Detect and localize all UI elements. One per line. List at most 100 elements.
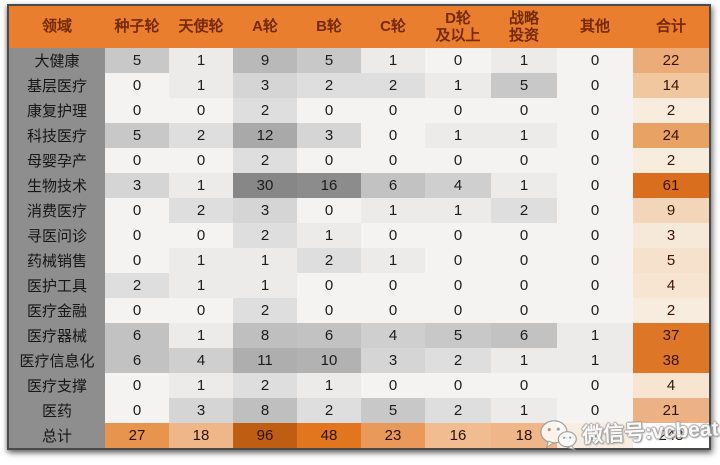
row-total-cell: 2 xyxy=(633,298,709,323)
value-cell: 0 xyxy=(297,148,361,173)
table-row: 医疗器械 6 1 8 6 4 5 6 1 37 xyxy=(9,323,709,348)
table-row: 寻医问诊 0 0 2 1 0 0 0 0 3 xyxy=(9,223,709,248)
row-total-cell: 2 xyxy=(633,148,709,173)
column-header: 种子轮 xyxy=(105,6,169,48)
value-cell: 18 xyxy=(491,423,557,448)
value-cell: 0 xyxy=(105,298,169,323)
value-cell: 1 xyxy=(297,223,361,248)
value-cell: 1 xyxy=(491,48,557,73)
row-label: 医疗信息化 xyxy=(9,348,105,373)
value-cell: 5 xyxy=(425,323,491,348)
row-label: 母婴孕产 xyxy=(9,148,105,173)
value-cell: 0 xyxy=(105,98,169,123)
value-cell: 2 xyxy=(105,273,169,298)
row-label: 寻医问诊 xyxy=(9,223,105,248)
value-cell: 23 xyxy=(361,423,425,448)
column-header: 天使轮 xyxy=(169,6,233,48)
value-cell: 2 xyxy=(425,348,491,373)
funding-rounds-table: 领域 种子轮 天使轮 A轮 B轮 C轮 D轮 及以上 战略 投资 其他 合计 大健康 5 1 9 5 1 0 1… xyxy=(9,6,709,448)
value-cell: 0 xyxy=(105,373,169,398)
value-cell: 3 xyxy=(105,173,169,198)
value-cell: 0 xyxy=(297,273,361,298)
value-cell: 1 xyxy=(169,323,233,348)
row-total-cell: 38 xyxy=(633,348,709,373)
value-cell: 2 xyxy=(425,398,491,423)
table-row: 基层医疗 0 1 3 2 2 1 5 0 14 xyxy=(9,73,709,98)
value-cell: 0 xyxy=(557,148,633,173)
row-label: 康复护理 xyxy=(9,98,105,123)
value-cell: 1 xyxy=(557,323,633,348)
value-cell: 0 xyxy=(557,298,633,323)
value-cell: 9 xyxy=(233,48,297,73)
value-cell: 48 xyxy=(297,423,361,448)
value-cell: 6 xyxy=(105,323,169,348)
value-cell: 5 xyxy=(491,73,557,98)
funding-table-frame: 领域 种子轮 天使轮 A轮 B轮 C轮 D轮 及以上 战略 投资 其他 合计 大健康 5 1 9 5 1 0 1… xyxy=(7,4,711,450)
value-cell: 0 xyxy=(297,98,361,123)
grand-total-cell: 248 xyxy=(633,423,709,448)
value-cell: 0 xyxy=(425,223,491,248)
column-header: C轮 xyxy=(361,6,425,48)
row-total-cell: 14 xyxy=(633,73,709,98)
value-cell: 1 xyxy=(169,73,233,98)
value-cell: 3 xyxy=(297,123,361,148)
value-cell: 2 xyxy=(169,198,233,223)
row-total-cell: 24 xyxy=(633,123,709,148)
value-cell: 1 xyxy=(361,248,425,273)
table-row: 生物技术 3 1 30 16 6 4 1 0 61 xyxy=(9,173,709,198)
column-header: A轮 xyxy=(233,6,297,48)
value-cell: 2 xyxy=(233,148,297,173)
value-cell: 12 xyxy=(233,123,297,148)
value-cell: 18 xyxy=(169,423,233,448)
grand-total-row: 总计 27 18 96 48 23 16 18 2 248 xyxy=(9,423,709,448)
value-cell: 3 xyxy=(233,198,297,223)
table-body: 大健康 5 1 9 5 1 0 1 0 22 基层医疗 0 1 3 2 2 1 5 0 14 康复护理 0 0 2 0 0 0 0 0 2… xyxy=(9,48,709,448)
table-row: 科技医疗 5 2 12 3 0 1 1 0 24 xyxy=(9,123,709,148)
value-cell: 6 xyxy=(361,173,425,198)
value-cell: 96 xyxy=(233,423,297,448)
value-cell: 0 xyxy=(361,223,425,248)
column-header: B轮 xyxy=(297,6,361,48)
value-cell: 0 xyxy=(425,248,491,273)
value-cell: 2 xyxy=(557,423,633,448)
value-cell: 0 xyxy=(557,48,633,73)
value-cell: 6 xyxy=(105,348,169,373)
column-header: 战略 投资 xyxy=(491,6,557,48)
value-cell: 4 xyxy=(361,323,425,348)
table-row: 大健康 5 1 9 5 1 0 1 0 22 xyxy=(9,48,709,73)
value-cell: 0 xyxy=(297,298,361,323)
value-cell: 0 xyxy=(557,123,633,148)
value-cell: 0 xyxy=(425,298,491,323)
row-total-cell: 9 xyxy=(633,198,709,223)
value-cell: 0 xyxy=(425,98,491,123)
value-cell: 16 xyxy=(425,423,491,448)
value-cell: 0 xyxy=(361,123,425,148)
value-cell: 0 xyxy=(425,373,491,398)
value-cell: 0 xyxy=(557,98,633,123)
table-row: 医疗支撑 0 1 2 1 0 0 0 0 4 xyxy=(9,373,709,398)
value-cell: 3 xyxy=(361,348,425,373)
column-header: 合计 xyxy=(633,6,709,48)
row-total-cell: 37 xyxy=(633,323,709,348)
value-cell: 5 xyxy=(361,398,425,423)
value-cell: 0 xyxy=(297,198,361,223)
row-total-cell: 4 xyxy=(633,373,709,398)
row-total-cell: 21 xyxy=(633,398,709,423)
column-header: 其他 xyxy=(557,6,633,48)
value-cell: 0 xyxy=(105,248,169,273)
value-cell: 2 xyxy=(297,73,361,98)
value-cell: 0 xyxy=(425,48,491,73)
value-cell: 1 xyxy=(425,73,491,98)
value-cell: 30 xyxy=(233,173,297,198)
value-cell: 1 xyxy=(233,273,297,298)
value-cell: 1 xyxy=(169,273,233,298)
row-total-cell: 2 xyxy=(633,98,709,123)
value-cell: 6 xyxy=(297,323,361,348)
row-label: 医药 xyxy=(9,398,105,423)
value-cell: 2 xyxy=(297,398,361,423)
value-cell: 1 xyxy=(169,48,233,73)
value-cell: 1 xyxy=(425,123,491,148)
value-cell: 0 xyxy=(557,173,633,198)
value-cell: 5 xyxy=(105,48,169,73)
value-cell: 2 xyxy=(297,248,361,273)
